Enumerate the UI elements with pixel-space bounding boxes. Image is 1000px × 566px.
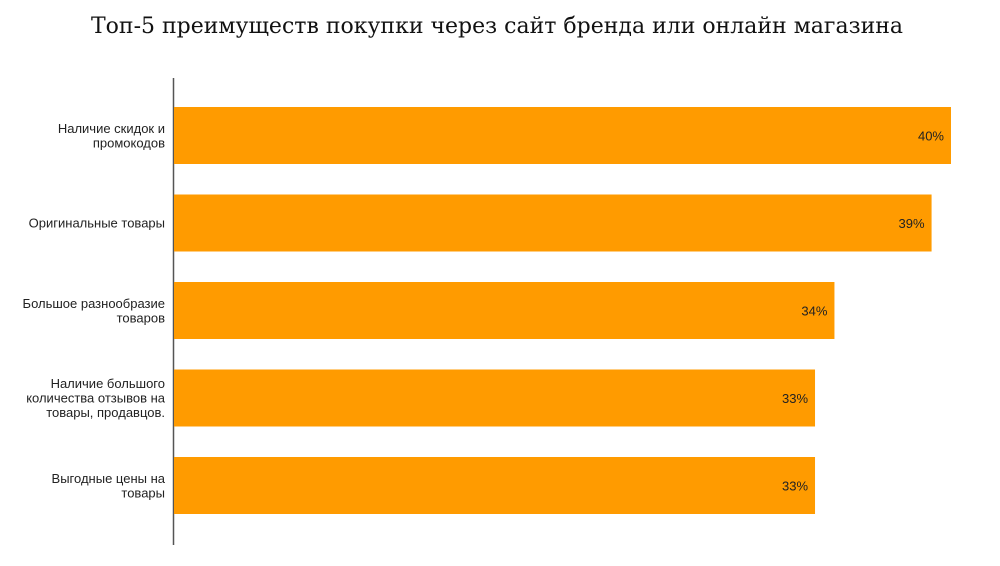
category-label-5: Выгодные цены на товары — [52, 471, 166, 501]
bar-2 — [174, 194, 932, 252]
value-label-4: 33% — [782, 391, 808, 406]
category-label-3: Большое разнообразие товаров — [23, 296, 166, 326]
value-label-5: 33% — [782, 479, 808, 494]
category-label-1: Наличие скидок и промокодов — [58, 121, 165, 151]
category-label-2: Оригинальные товары — [29, 216, 165, 231]
value-label-3: 34% — [801, 304, 827, 319]
value-label-2: 39% — [899, 216, 925, 231]
bar-1 — [174, 107, 951, 164]
bar-5 — [174, 457, 816, 514]
category-label-4: Наличие большого количества отзывов на тов… — [26, 376, 166, 420]
bar-3 — [174, 282, 835, 339]
bar-4 — [174, 369, 816, 427]
chart-title: Топ-5 преимуществ покупки через сайт бре… — [91, 14, 903, 39]
value-label-1: 40% — [918, 129, 944, 144]
